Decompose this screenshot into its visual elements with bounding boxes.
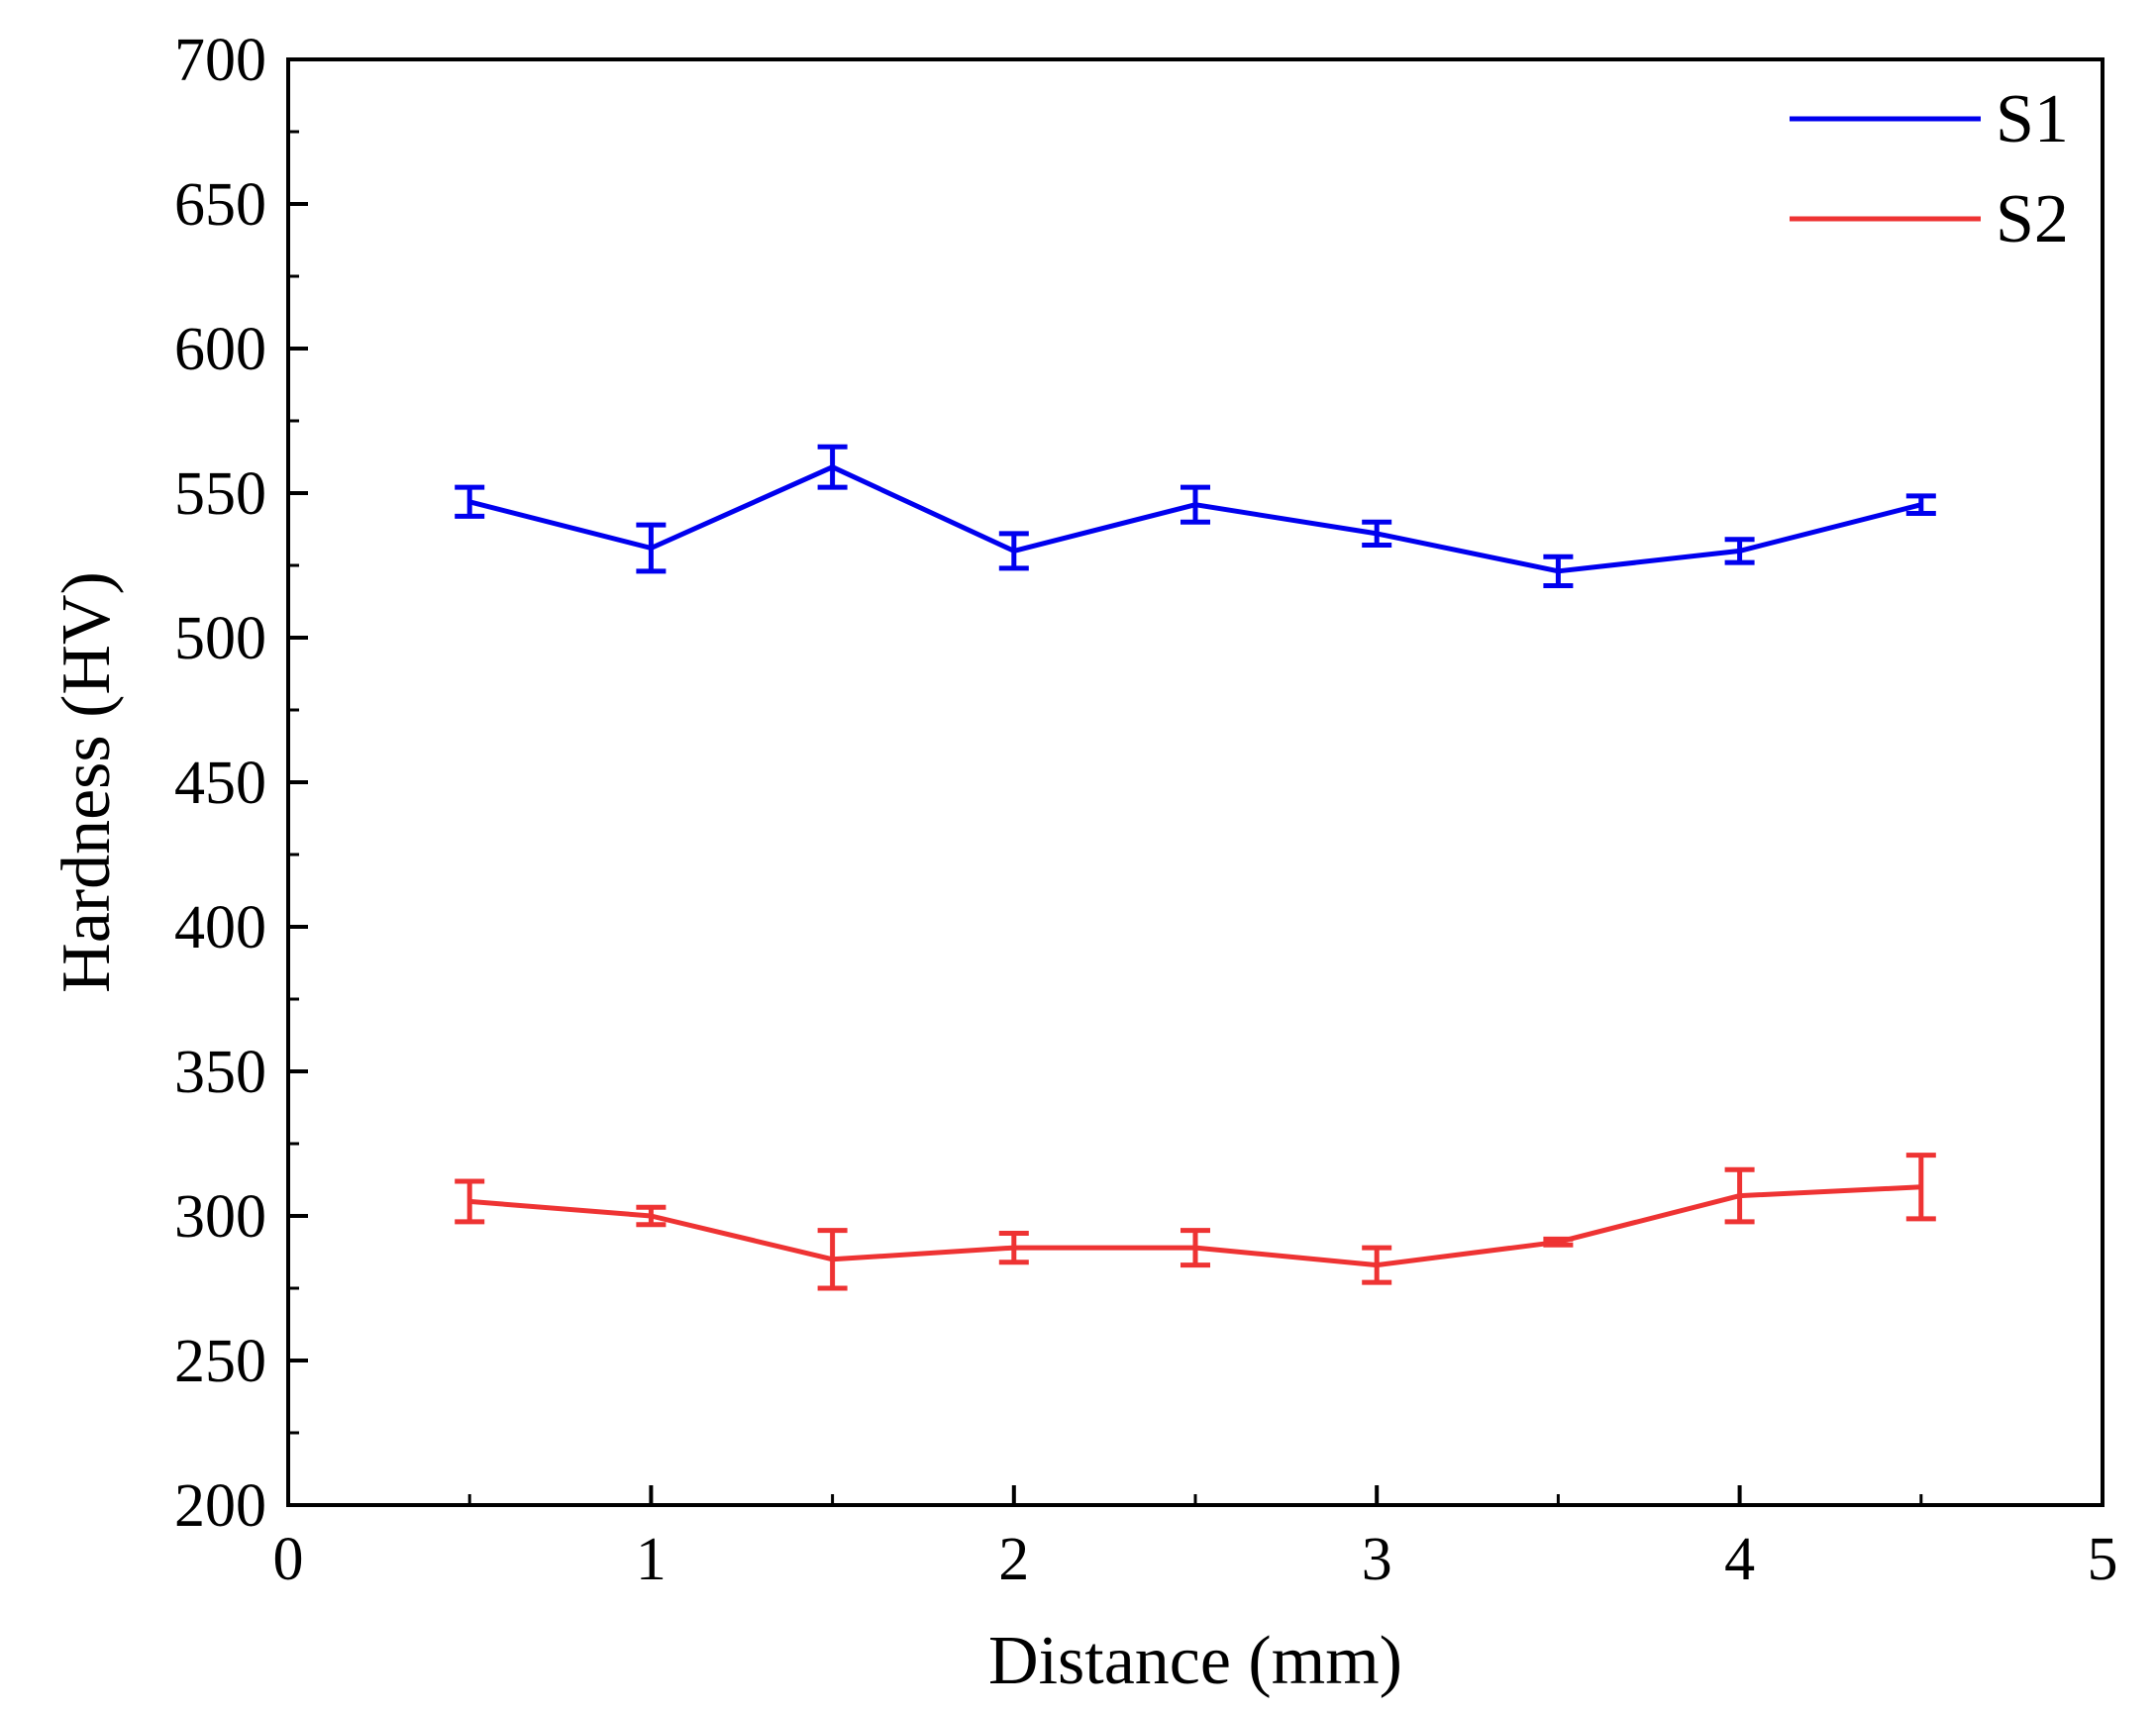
error-bar-s1 [1905,493,1936,516]
x-tick-label: 3 [1362,1526,1392,1593]
y-axis-title: Hardness (HV) [49,571,125,993]
error-bar-s1 [455,484,485,519]
error-bar-s2 [1543,1236,1574,1248]
error-bar-s1 [1362,519,1392,549]
error-bar-s1 [817,444,848,490]
x-tick-label: 0 [273,1526,304,1593]
error-bar-s2 [1362,1245,1392,1285]
y-tick-label: 650 [174,171,266,239]
y-tick-label: 500 [174,605,266,672]
x-tick-label: 4 [1724,1526,1755,1593]
series-s1 [455,444,1936,588]
y-tick-label: 600 [174,316,266,383]
error-bar-s1 [1181,484,1210,525]
error-bar-s2 [1905,1153,1936,1222]
y-tick-label: 450 [174,750,266,817]
x-axis-title: Distance (mm) [988,1623,1402,1699]
legend-label-s2: S2 [1996,181,2069,257]
series-s2 [455,1153,1936,1291]
x-tick-label: 5 [2088,1526,2118,1593]
plot-frame [286,57,2105,1507]
y-tick-label: 250 [174,1328,266,1395]
y-tick-label: 300 [174,1183,266,1251]
error-bar-s2 [636,1204,667,1228]
legend-label-s1: S1 [1996,81,2069,157]
x-tick-label: 2 [998,1526,1029,1593]
x-tick-label: 1 [636,1526,667,1593]
error-bar-s2 [1181,1228,1210,1268]
error-bar-s1 [636,522,667,574]
y-tick-label: 400 [174,894,266,961]
error-bar-s1 [1724,537,1755,565]
series-layer [455,444,1936,1291]
y-tick-label: 200 [174,1472,266,1540]
error-bar-s1 [998,531,1029,571]
error-bar-s2 [455,1178,485,1225]
y-tick-label: 350 [174,1039,266,1106]
error-bar-s2 [1724,1166,1755,1225]
error-bar-s2 [998,1231,1029,1265]
y-tick-label: 550 [174,460,266,528]
legend: S1 S2 [1790,81,2069,257]
y-tick-label: 700 [174,27,266,94]
error-bar-s2 [817,1228,848,1291]
tick-layer: 0 1 2 3 4 5 200 250 300 350 400 450 500 550 600 650 700 [174,27,2118,1593]
error-bar-s1 [1543,554,1574,588]
